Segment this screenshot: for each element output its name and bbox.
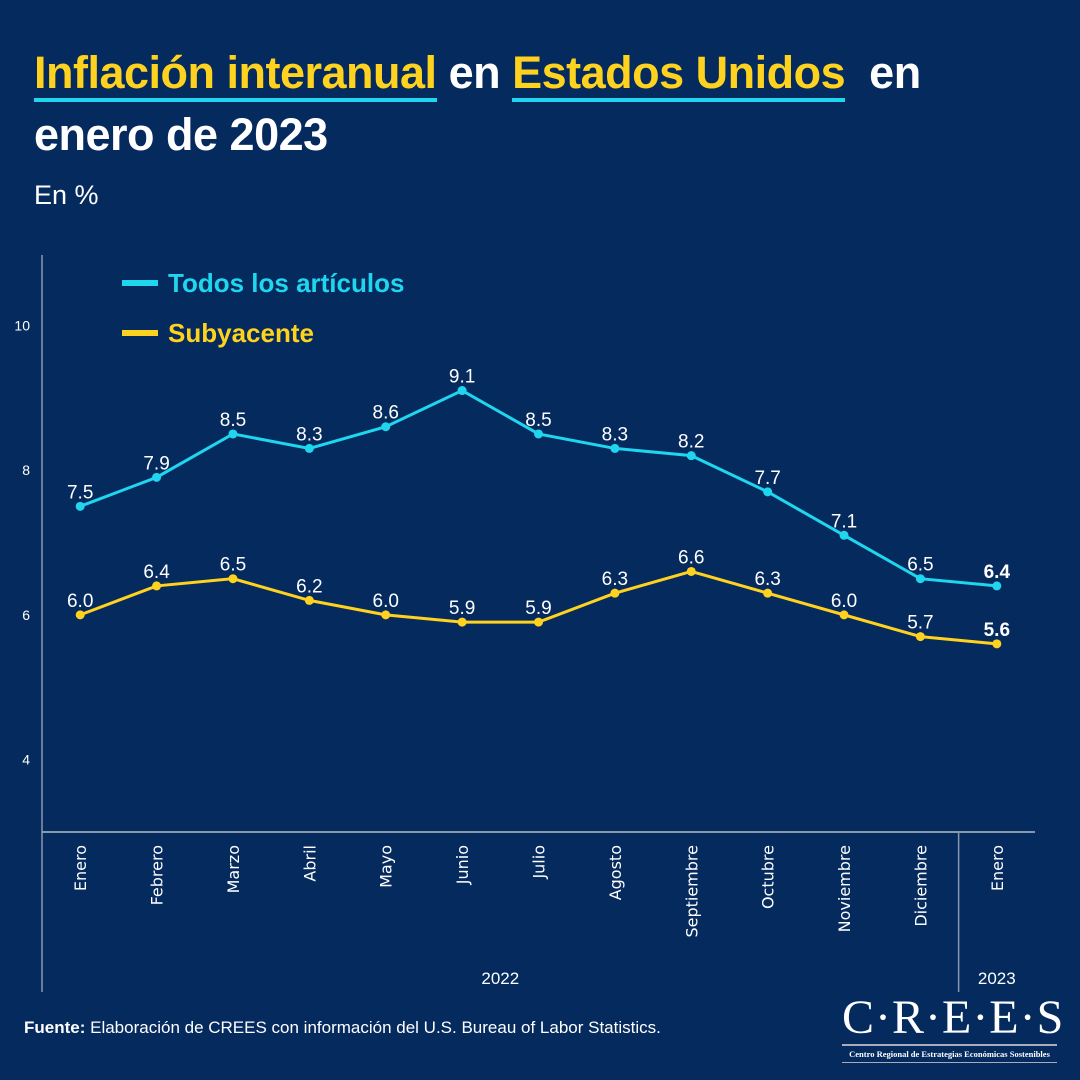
x-tick-label: Enero	[71, 845, 90, 891]
x-tick-label: Octubre	[759, 845, 778, 909]
y-tick-label: 8	[22, 462, 30, 478]
data-label: 6.5	[220, 555, 246, 576]
data-point	[304, 595, 314, 605]
data-point	[457, 617, 467, 627]
data-label: 6.0	[67, 591, 93, 612]
data-label: 6.3	[754, 569, 780, 590]
data-label: 6.0	[831, 591, 857, 612]
year-label: 2023	[978, 969, 1016, 988]
data-point	[457, 386, 467, 396]
data-label: 5.9	[525, 598, 551, 619]
data-point	[992, 639, 1002, 649]
data-label: 5.7	[907, 613, 933, 634]
data-point	[381, 610, 391, 620]
data-label: 6.0	[373, 591, 399, 612]
data-point	[534, 617, 543, 627]
x-tick-label: Abril	[300, 845, 319, 882]
x-tick-label: Febrero	[148, 845, 167, 905]
data-label: 5.6	[984, 620, 1010, 641]
data-label: 8.3	[296, 424, 322, 445]
chart-subtitle: En %	[34, 180, 99, 210]
source-text: Elaboración de CREES con información del…	[85, 1018, 661, 1037]
data-label: 5.9	[449, 598, 475, 619]
data-label: 6.4	[984, 562, 1011, 583]
crees-logo: C·R·E·E·S Centro Regional de Estrategias…	[842, 991, 1065, 1063]
data-point	[686, 451, 696, 461]
x-tick-label: Septiembre	[682, 845, 701, 938]
data-label: 7.7	[754, 468, 780, 489]
legend-label: Todos los artículos	[168, 268, 404, 298]
data-label: 6.6	[678, 547, 704, 568]
y-tick-label: 10	[14, 317, 30, 333]
data-point	[915, 574, 925, 584]
data-point	[534, 429, 543, 439]
data-label: 8.6	[373, 403, 399, 424]
title-highlight-inflation: Inflación interanual	[34, 47, 437, 102]
title-line-2: enero de 2023	[34, 109, 328, 160]
data-point	[228, 574, 238, 584]
chart-title: Inflación interanual en Estados Unidos e…	[34, 42, 921, 166]
x-tick-label: Julio	[530, 845, 549, 880]
data-label: 7.1	[831, 511, 857, 532]
data-label: 8.3	[602, 424, 628, 445]
data-point	[610, 588, 620, 598]
data-point	[839, 530, 849, 540]
title-highlight-country: Estados Unidos	[512, 47, 846, 102]
data-label: 7.5	[67, 482, 93, 503]
data-point	[763, 487, 773, 497]
data-point	[152, 472, 162, 482]
title-text: en	[436, 47, 513, 98]
data-label: 7.9	[143, 453, 169, 474]
x-tick-label: Agosto	[606, 845, 625, 900]
data-point	[839, 610, 849, 620]
data-label: 6.3	[602, 569, 628, 590]
data-label: 6.2	[296, 576, 322, 597]
data-label: 8.2	[678, 432, 704, 453]
x-tick-label: Enero	[988, 845, 1007, 891]
x-tick-label: Noviembre	[835, 845, 854, 932]
data-label: 8.5	[525, 410, 551, 431]
x-tick-label: Mayo	[377, 845, 396, 888]
year-label: 2022	[481, 969, 519, 988]
x-tick-label: Marzo	[224, 845, 243, 893]
data-point	[381, 422, 391, 432]
data-point	[763, 588, 773, 598]
data-label: 6.5	[907, 555, 933, 576]
data-point	[686, 566, 696, 576]
data-label: 9.1	[449, 367, 475, 388]
data-label: 6.4	[143, 562, 170, 583]
data-point	[75, 610, 85, 620]
logo-tagline: Centro Regional de Estrategias Económica…	[842, 1049, 1057, 1063]
data-point	[228, 429, 238, 439]
data-point	[992, 581, 1002, 591]
data-label: 8.5	[220, 410, 246, 431]
title-text-2: en	[845, 47, 921, 98]
data-point	[304, 443, 314, 453]
source-note: Fuente: Elaboración de CREES con informa…	[24, 1018, 661, 1038]
data-point	[75, 501, 85, 511]
y-tick-label: 6	[22, 607, 30, 623]
logo-name: C·R·E·E·S	[842, 991, 1065, 1046]
data-point	[152, 581, 162, 591]
x-tick-label: Diciembre	[911, 845, 930, 927]
data-point	[610, 443, 620, 453]
y-tick-label: 4	[22, 752, 30, 768]
legend-label: Subyacente	[168, 318, 314, 348]
data-point	[915, 632, 925, 642]
source-label: Fuente:	[24, 1018, 86, 1037]
x-tick-label: Junio	[453, 845, 472, 885]
